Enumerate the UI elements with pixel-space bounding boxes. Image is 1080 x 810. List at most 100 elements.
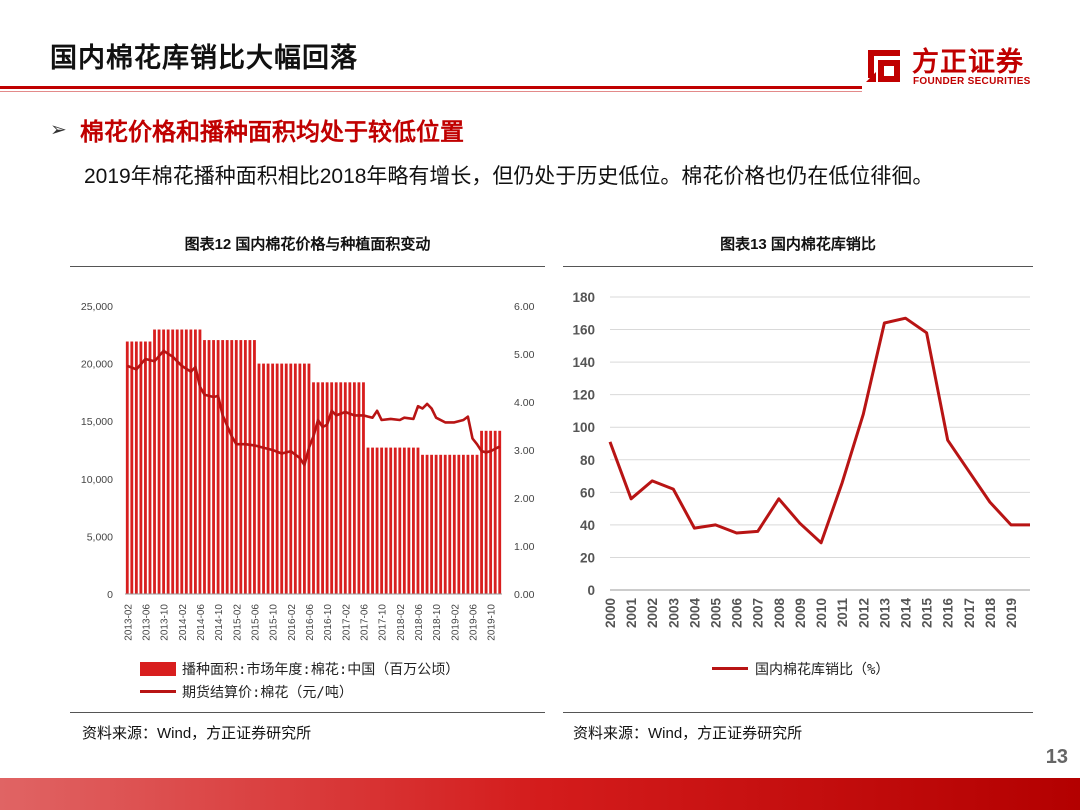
chart13-x-tick: 2016	[941, 598, 956, 629]
chart13-y-tick: 180	[572, 290, 595, 305]
chevron-right-icon: ➢	[50, 119, 67, 141]
chart12-bar	[262, 363, 265, 594]
chart12-bar	[284, 363, 288, 594]
chart13-x-tick: 2019	[1004, 598, 1019, 628]
chart13-x-tick: 2006	[730, 598, 745, 629]
chart12-bar	[171, 329, 175, 594]
chart12-x-tick: 2019-10	[487, 604, 498, 641]
chart13-bottom-rule	[563, 712, 1033, 713]
chart12-bar	[352, 382, 356, 594]
chart12-x-tick: 2017-02	[341, 604, 352, 641]
chart12-bar	[125, 341, 129, 594]
chart12-bar	[434, 454, 438, 594]
chart12-bar	[212, 340, 215, 594]
chart12-bar	[271, 363, 275, 594]
chart12-x-tick: 2016-06	[305, 604, 316, 641]
chart13-x-tick: 2017	[962, 598, 977, 628]
chart12-bar	[484, 430, 488, 594]
chart12-x-tick: 2013-10	[160, 604, 171, 641]
chart12-y-right-tick: 2.00	[514, 493, 535, 505]
chart12-x-tick: 2014-10	[214, 604, 225, 641]
chart13-x-tick: 2007	[751, 598, 766, 628]
chart12-legend-bar-label: 播种面积:市场年度:棉花:中国（百万公顷）	[182, 662, 460, 678]
chart12-bar	[221, 340, 225, 594]
chart12-bar	[461, 454, 465, 594]
chart12-bar	[480, 430, 483, 594]
chart12-bar	[348, 382, 352, 594]
chart12-bar	[198, 329, 202, 594]
chart12-bar	[316, 382, 320, 594]
chart13-y-tick: 100	[572, 420, 595, 435]
chart12-x-tick: 2015-06	[250, 604, 261, 641]
chart12-x-tick: 2018-10	[432, 604, 443, 641]
chart12-bar	[489, 430, 493, 594]
chart12-x-tick: 2017-10	[378, 604, 389, 641]
brand-logo: 方正证券 FOUNDER SECURITIES	[862, 40, 1062, 92]
chart12-bar	[498, 430, 502, 594]
chart13-y-tick: 120	[572, 388, 595, 403]
chart12-x-tick: 2015-10	[269, 604, 280, 641]
chart12-source: 资料来源：Wind，方正证券研究所	[82, 725, 312, 742]
chart12-bar	[307, 363, 311, 594]
chart12-bar	[230, 340, 234, 594]
chart13-x-tick: 2012	[856, 598, 871, 628]
chart12-y-right-tick: 4.00	[514, 397, 535, 409]
section-subheading: 棉花价格和播种面积均处于较低位置	[80, 119, 464, 146]
chart12-bar	[289, 363, 293, 594]
chart13-source: 资料来源：Wind，方正证券研究所	[573, 725, 803, 742]
chart13-y-tick: 140	[572, 355, 595, 370]
chart13-legend-line-label: 国内棉花库销比（%）	[755, 662, 890, 678]
chart12-bar	[389, 447, 393, 594]
chart12-plot: 0 5,000 10,000 15,000 20,000 25,000 0.00 1.00 2.…	[81, 301, 535, 641]
chart13-x-tick: 2001	[624, 598, 639, 629]
chart13-top-rule	[563, 266, 1033, 267]
chart13-x-tick: 2015	[920, 598, 935, 629]
chart12-bar	[334, 382, 338, 594]
chart12-legend-line-label: 期货结算价:棉花（元/吨）	[182, 685, 353, 701]
footer-band	[0, 778, 1080, 810]
chart12-bar	[384, 447, 388, 594]
chart12-y-right-tick: 0.00	[514, 589, 535, 601]
chart12-bar	[452, 454, 456, 594]
chart12-bar	[402, 447, 406, 594]
chart12-price-line	[126, 349, 501, 467]
chart12-bar	[325, 382, 329, 594]
chart12-x-tick: 2019-06	[468, 604, 479, 641]
chart13-x-tick: 2011	[835, 598, 850, 628]
chart13-x-tick: 2002	[645, 598, 660, 628]
chart12-bar	[493, 430, 497, 594]
founder-logo-icon	[866, 50, 900, 82]
chart12-bar	[457, 454, 461, 594]
chart13-x-tick: 2008	[772, 598, 787, 629]
chart12-bar	[362, 382, 365, 594]
chart12-bar	[357, 382, 361, 594]
chart12-bar	[393, 447, 397, 594]
chart12-x-tick: 2017-06	[359, 604, 370, 641]
chart12-bar	[425, 454, 429, 594]
chart12-bar	[234, 340, 238, 594]
chart12-bar	[166, 329, 170, 594]
chart12-bar	[253, 340, 256, 594]
chart12-bottom-rule	[70, 712, 545, 713]
chart12-bar	[257, 363, 261, 594]
chart12-x-tick: 2016-10	[323, 604, 334, 641]
chart12-bar	[162, 329, 166, 594]
chart12-bar	[471, 454, 474, 594]
chart12-bar	[343, 382, 347, 594]
chart12-bar	[330, 382, 334, 594]
chart12-bar	[248, 340, 252, 594]
chart12-bar	[375, 447, 379, 594]
chart12-bar	[144, 341, 147, 594]
chart12-bar	[266, 363, 270, 594]
chart13-plot: 0 20 40 60 80 100 120 140 160 180 2000 2001 2002 2003…	[572, 290, 1030, 629]
chart12-bar	[216, 340, 220, 594]
chart12-y-right-tick: 3.00	[514, 445, 535, 457]
chart12-y-left-tick: 20,000	[81, 359, 113, 371]
chart12-bar	[371, 447, 374, 594]
chart13-x-tick: 2010	[814, 598, 829, 628]
chart12-title: 图表12 国内棉花价格与种植面积变动	[184, 236, 431, 253]
chart12-bar	[139, 341, 143, 594]
chart12-bar	[207, 340, 211, 594]
chart12-y-left-tick: 5,000	[87, 531, 113, 543]
chart12-x-tick: 2019-02	[450, 604, 461, 641]
